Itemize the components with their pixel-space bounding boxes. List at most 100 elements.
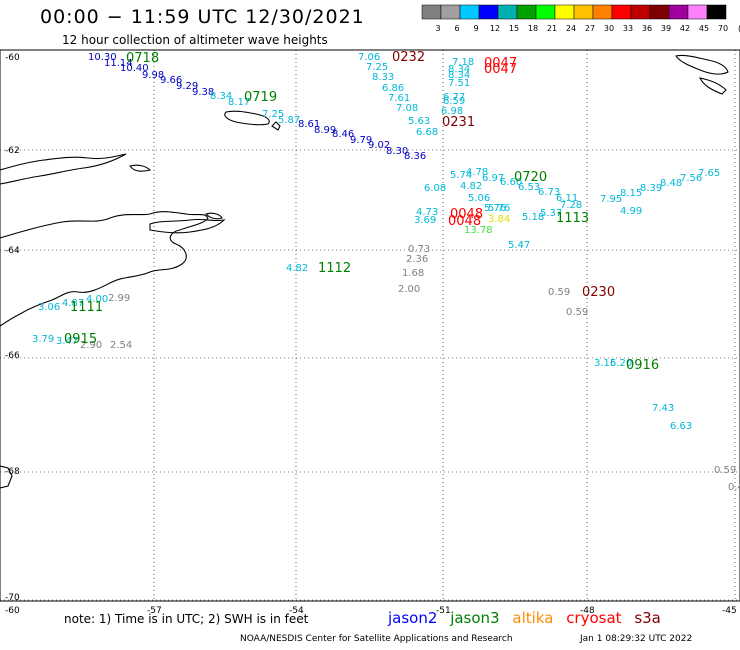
lon-label: -45 xyxy=(722,606,737,616)
color-scale-swatch xyxy=(573,4,594,20)
color-scale-swatch xyxy=(497,4,518,20)
wave-height-value: 9.98 xyxy=(142,70,164,81)
wave-height-value: 2.54 xyxy=(110,340,132,351)
wave-height-value: 6.97 xyxy=(482,173,504,184)
wave-height-value: 6.98 xyxy=(441,106,463,117)
lon-label: -57 xyxy=(147,606,162,616)
color-scale-swatch xyxy=(649,4,670,20)
legend-s3a: s3a xyxy=(634,609,661,627)
wave-height-value: 6.08 xyxy=(424,183,446,194)
wave-height-value: 11.14 xyxy=(104,58,133,69)
color-scale-label: 6 xyxy=(454,24,459,33)
legend-cryosat: cryosat xyxy=(566,609,622,627)
wave-height-value: 5.18 xyxy=(522,212,544,223)
wave-height-value: 4.82 xyxy=(286,263,308,274)
wave-height-value: 7.61 xyxy=(388,93,410,104)
graticule xyxy=(0,50,740,601)
wave-height-value: 0.73 xyxy=(408,244,430,255)
color-scale-swatch xyxy=(516,4,537,20)
pass-time-label: 0718 xyxy=(126,51,159,66)
wave-height-value: 5.47 xyxy=(508,240,530,251)
pass-time-label: 0916 xyxy=(626,358,659,373)
wave-height-value: 8.36 xyxy=(404,151,426,162)
lat-label: -64 xyxy=(5,246,20,256)
color-scale-swatch xyxy=(535,4,556,20)
wave-height-value: 6.63 xyxy=(670,421,692,432)
wave-height-value: 0.59 xyxy=(548,287,570,298)
color-scale-swatch xyxy=(592,4,613,20)
axis-tick-labels: -60 -62 -64 -66 -68 -70 -60 -57 -54 -51 … xyxy=(5,53,737,616)
wave-height-value: 8.99 xyxy=(314,125,336,136)
wave-height-value: 7.25 xyxy=(366,62,388,73)
wave-height-value: 7.56 xyxy=(680,173,702,184)
wave-height-value: 9.02 xyxy=(368,140,390,151)
pass-time-label: 0230 xyxy=(582,285,615,300)
lon-label: -60 xyxy=(5,606,20,616)
wave-height-value: 9.66 xyxy=(160,75,182,86)
pass-time-label: 0048 xyxy=(450,207,483,222)
satellite-legend: jason2 jason3 altika cryosat s3a xyxy=(388,609,669,627)
lat-label: -62 xyxy=(5,146,20,156)
wave-height-value: 7.25 xyxy=(262,109,284,120)
map-frame xyxy=(0,49,740,602)
wave-height-value: 4.82 xyxy=(460,181,482,192)
wave-height-value: 6.77 xyxy=(443,92,465,103)
color-scale-label: 30 xyxy=(604,24,614,33)
wave-height-value: 6.73 xyxy=(538,187,560,198)
wave-height-value: 4.78 xyxy=(466,167,488,178)
footer-credit: NOAA/NESDIS Center for Satellite Applica… xyxy=(240,634,513,644)
wave-height-labels: 10.3011.1410.409.989.669.299.388.348.177… xyxy=(32,52,740,493)
pass-time-label: 0232 xyxy=(392,50,425,65)
color-scale-label: 24 xyxy=(566,24,576,33)
wave-height-value: 6.59 xyxy=(443,96,465,107)
color-scale-bar xyxy=(421,4,727,20)
color-scale-swatch xyxy=(706,4,727,20)
wave-height-value: 8.30 xyxy=(386,146,408,157)
wave-height-value: 10.40 xyxy=(120,63,149,74)
wave-height-value: 4.87 xyxy=(62,298,84,309)
wave-height-value: 6.53 xyxy=(518,182,540,193)
pass-time-label: 1112 xyxy=(318,261,351,276)
wave-height-value: 2.90 xyxy=(80,340,102,351)
wave-height-value: 7.06 xyxy=(358,52,380,63)
pass-time-label: 0048 xyxy=(448,214,481,229)
wave-height-value: 7.28 xyxy=(560,200,582,211)
lat-label: -70 xyxy=(5,593,20,603)
wave-height-value: 10.30 xyxy=(88,52,117,63)
color-scale-swatch xyxy=(554,4,575,20)
wave-height-value: 0.59 xyxy=(714,465,736,476)
color-scale-label: 27 xyxy=(585,24,595,33)
wave-height-value: 4.73 xyxy=(416,207,438,218)
wave-height-value: 3.47 xyxy=(56,336,78,347)
color-scale-swatch xyxy=(478,4,499,20)
wave-height-value: 5.06 xyxy=(468,193,490,204)
wave-height-value: 4.00 xyxy=(86,294,108,305)
wave-height-value: 7.43 xyxy=(652,403,674,414)
pass-time-label: 0047 xyxy=(484,62,517,77)
wave-height-value: 5.76 xyxy=(488,203,510,214)
wave-height-value: 13.78 xyxy=(464,225,493,236)
legend-jason3: jason3 xyxy=(450,609,500,627)
color-scale-label: 45 xyxy=(699,24,709,33)
wave-height-value: 8.33 xyxy=(372,72,394,83)
lat-label: -68 xyxy=(5,467,20,477)
wave-height-value: 3.06 xyxy=(38,302,60,313)
pass-time-label: 0047 xyxy=(484,56,517,71)
color-scale-swatch xyxy=(440,4,461,20)
wave-height-value: 0.59 xyxy=(566,307,588,318)
coastline xyxy=(0,54,729,489)
color-scale-swatch xyxy=(421,4,442,20)
chart-subtitle: 12 hour collection of altimeter wave hei… xyxy=(62,33,328,47)
color-scale-label: 39 xyxy=(661,24,671,33)
wave-height-value: 6.68 xyxy=(416,127,438,138)
color-scale-swatch xyxy=(687,4,708,20)
wave-height-value: 9.29 xyxy=(176,81,198,92)
wave-height-value: 8.48 xyxy=(660,178,682,189)
legend-jason2: jason2 xyxy=(388,609,438,627)
color-scale-swatch xyxy=(630,4,651,20)
wave-height-value: 3.16 xyxy=(594,358,616,369)
wave-height-value: 8.17 xyxy=(228,97,250,108)
legend-altika: altika xyxy=(512,609,554,627)
color-scale-label: 3 xyxy=(435,24,440,33)
color-scale-label: 21 xyxy=(547,24,557,33)
